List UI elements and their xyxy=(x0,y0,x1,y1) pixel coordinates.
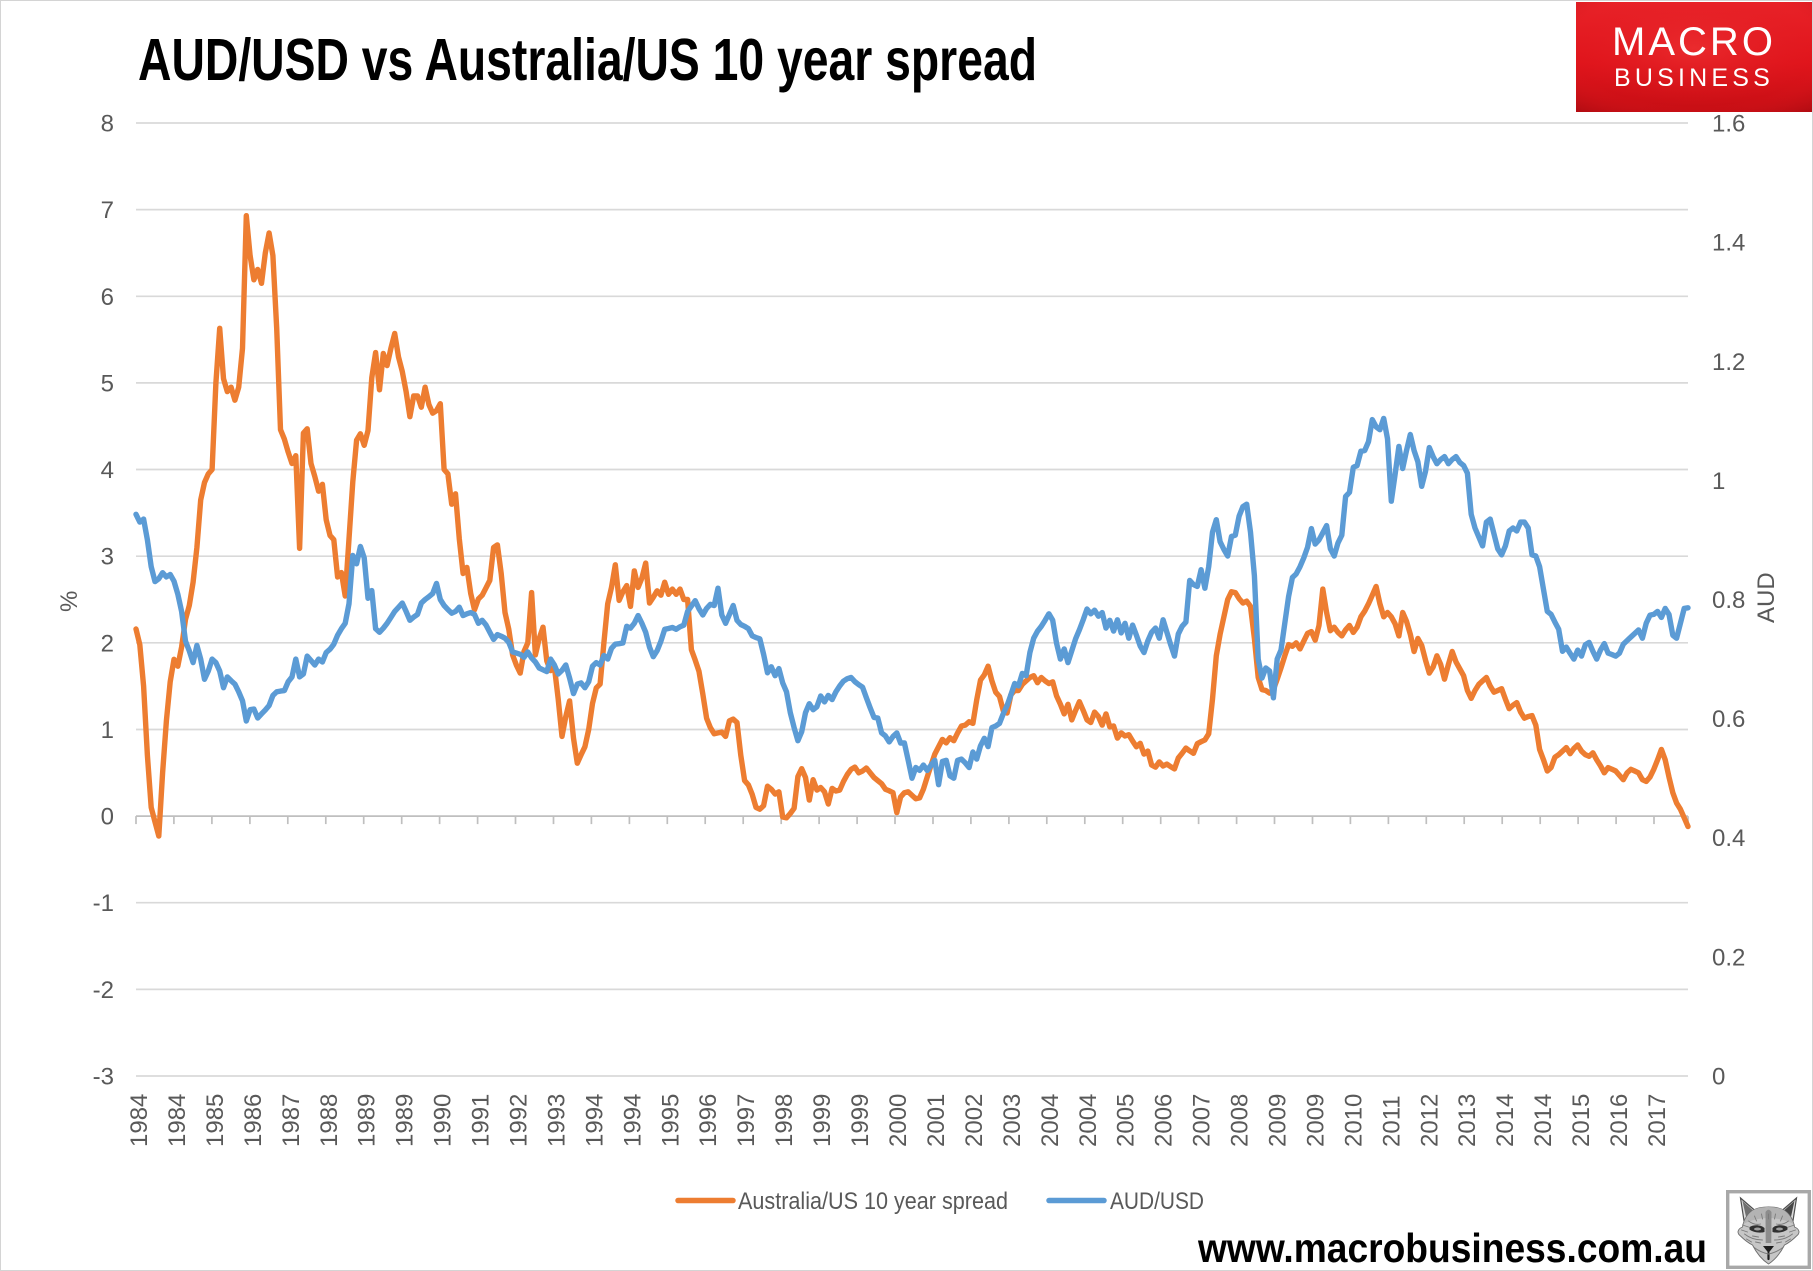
svg-text:1988: 1988 xyxy=(316,1094,343,1147)
svg-text:1.2: 1.2 xyxy=(1712,349,1745,376)
svg-text:2015: 2015 xyxy=(1568,1094,1595,1147)
svg-text:2000: 2000 xyxy=(885,1094,912,1147)
svg-text:-2: -2 xyxy=(93,977,114,1004)
svg-text:2014: 2014 xyxy=(1492,1094,1519,1147)
svg-text:MACRO: MACRO xyxy=(1612,20,1776,64)
svg-text:2017: 2017 xyxy=(1644,1094,1671,1147)
svg-text:5: 5 xyxy=(101,370,114,397)
svg-text:-1: -1 xyxy=(93,890,114,917)
svg-text:0.8: 0.8 xyxy=(1712,587,1745,614)
svg-text:0.4: 0.4 xyxy=(1712,825,1745,852)
svg-text:1995: 1995 xyxy=(657,1094,684,1147)
svg-text:2: 2 xyxy=(101,630,114,657)
svg-text:1990: 1990 xyxy=(430,1094,457,1147)
svg-text:2006: 2006 xyxy=(1151,1094,1178,1147)
svg-text:1992: 1992 xyxy=(506,1094,533,1147)
svg-text:1987: 1987 xyxy=(278,1094,305,1147)
svg-text:2011: 2011 xyxy=(1378,1095,1405,1147)
svg-text:1997: 1997 xyxy=(733,1094,760,1147)
svg-text:4: 4 xyxy=(101,457,114,484)
svg-text:1994: 1994 xyxy=(581,1094,608,1147)
svg-text:1999: 1999 xyxy=(809,1094,836,1147)
svg-text:BUSINESS: BUSINESS xyxy=(1614,64,1774,92)
svg-text:2007: 2007 xyxy=(1189,1094,1216,1147)
svg-text:1984: 1984 xyxy=(126,1094,153,1147)
svg-text:2013: 2013 xyxy=(1454,1094,1481,1147)
svg-text:1996: 1996 xyxy=(695,1094,722,1147)
svg-text:1986: 1986 xyxy=(240,1094,267,1147)
svg-text:8: 8 xyxy=(101,111,114,138)
svg-text:%: % xyxy=(56,591,83,612)
svg-text:1989: 1989 xyxy=(392,1094,419,1147)
svg-text:0: 0 xyxy=(101,804,114,831)
svg-text:2004: 2004 xyxy=(1037,1094,1064,1147)
svg-text:1984: 1984 xyxy=(164,1094,191,1147)
svg-text:1.6: 1.6 xyxy=(1712,111,1745,138)
svg-text:3: 3 xyxy=(101,544,114,571)
svg-text:2010: 2010 xyxy=(1340,1094,1367,1147)
svg-text:2004: 2004 xyxy=(1075,1094,1102,1147)
svg-text:1985: 1985 xyxy=(202,1094,229,1147)
svg-text:2005: 2005 xyxy=(1113,1094,1140,1147)
svg-text:0: 0 xyxy=(1712,1064,1725,1091)
svg-text:AUD/USD: AUD/USD xyxy=(1110,1188,1204,1215)
svg-text:1: 1 xyxy=(101,717,114,744)
svg-text:2002: 2002 xyxy=(961,1094,988,1147)
svg-text:7: 7 xyxy=(101,197,114,224)
svg-text:0.6: 0.6 xyxy=(1712,706,1745,733)
svg-text:2009: 2009 xyxy=(1303,1094,1330,1147)
svg-text:6: 6 xyxy=(101,284,114,311)
svg-text:1998: 1998 xyxy=(771,1094,798,1147)
svg-text:1989: 1989 xyxy=(354,1094,381,1147)
svg-text:1993: 1993 xyxy=(544,1094,571,1147)
svg-text:Australia/US 10 year spread: Australia/US 10 year spread xyxy=(738,1188,1008,1215)
svg-text:2016: 2016 xyxy=(1606,1094,1633,1147)
svg-text:2014: 2014 xyxy=(1530,1094,1557,1147)
svg-text:2012: 2012 xyxy=(1416,1094,1443,1147)
svg-text:1994: 1994 xyxy=(619,1094,646,1147)
svg-text:AUD/USD vs Australia/US 10 yea: AUD/USD vs Australia/US 10 year spread xyxy=(138,27,1037,93)
svg-text:1991: 1991 xyxy=(468,1094,495,1147)
svg-text:1999: 1999 xyxy=(847,1094,874,1147)
svg-text:2001: 2001 xyxy=(923,1094,950,1147)
svg-text:1: 1 xyxy=(1712,468,1725,495)
svg-text:www.macrobusiness.com.au: www.macrobusiness.com.au xyxy=(1197,1225,1707,1271)
svg-text:2009: 2009 xyxy=(1265,1094,1292,1147)
svg-text:1.4: 1.4 xyxy=(1712,230,1745,257)
svg-text:2003: 2003 xyxy=(999,1094,1026,1147)
svg-text:2008: 2008 xyxy=(1227,1094,1254,1147)
svg-text:-3: -3 xyxy=(93,1064,114,1091)
svg-text:AUD: AUD xyxy=(1753,572,1780,623)
svg-text:0.2: 0.2 xyxy=(1712,944,1745,971)
